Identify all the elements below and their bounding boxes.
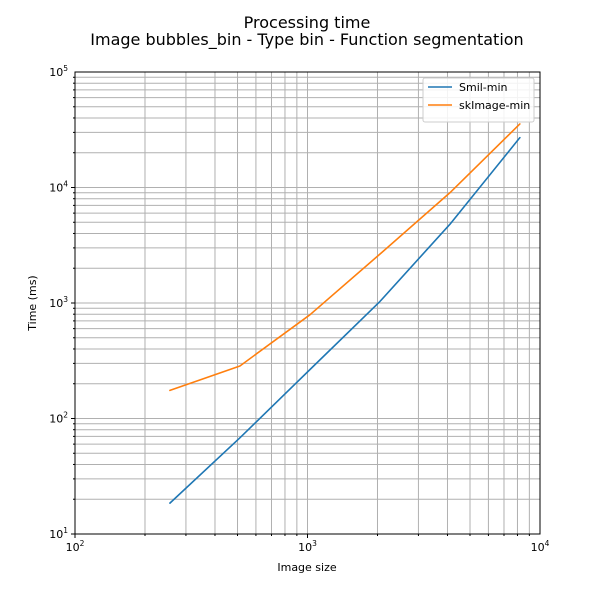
y-tick-label: 103 xyxy=(49,295,68,310)
x-tick-label-exponent: 4 xyxy=(545,539,550,548)
plot-area-frame xyxy=(74,71,541,535)
grid-lines xyxy=(74,72,540,535)
y-tick-label-base: 10 xyxy=(49,413,63,426)
x-tick-label-exponent: 2 xyxy=(80,539,85,548)
y-tick-label-exponent: 4 xyxy=(63,180,68,189)
y-tick-label-base: 10 xyxy=(49,297,63,310)
x-tick-label: 103 xyxy=(298,539,317,554)
chart-subtitle: Image bubbles_bin - Type bin - Function … xyxy=(90,30,523,50)
x-tick-label: 102 xyxy=(66,539,85,554)
legend-box xyxy=(422,77,535,123)
y-tick-label: 105 xyxy=(49,64,68,79)
x-tick-label-exponent: 3 xyxy=(312,539,317,548)
series-lines xyxy=(169,123,521,504)
x-tick-label-base: 10 xyxy=(66,541,80,554)
legend-entry-label: Smil-min xyxy=(459,81,508,94)
legend: Smil-min skImage-min xyxy=(422,77,535,123)
x-tick-label-base: 10 xyxy=(298,541,312,554)
series-line-0 xyxy=(169,136,521,504)
y-tick-label-base: 10 xyxy=(49,66,63,79)
y-tick-label-base: 10 xyxy=(49,182,63,195)
chart-title: Processing time xyxy=(244,13,371,32)
x-tick-label-base: 10 xyxy=(531,541,545,554)
y-tick-label: 101 xyxy=(49,526,68,541)
x-tick-label: 104 xyxy=(531,539,550,554)
y-tick-label: 102 xyxy=(49,411,68,426)
y-tick-label-exponent: 5 xyxy=(63,64,68,73)
y-tick-label-exponent: 2 xyxy=(63,411,68,420)
series-line-1 xyxy=(169,123,521,392)
legend-entry-label: skImage-min xyxy=(459,99,530,112)
x-axis-label: Image size xyxy=(277,561,337,574)
y-tick-label-base: 10 xyxy=(49,528,63,541)
y-tick-label: 104 xyxy=(49,180,68,195)
y-tick-label-exponent: 3 xyxy=(63,295,68,304)
y-axis-label: Time (ms) xyxy=(26,275,39,331)
y-tick-label-exponent: 1 xyxy=(63,526,68,535)
